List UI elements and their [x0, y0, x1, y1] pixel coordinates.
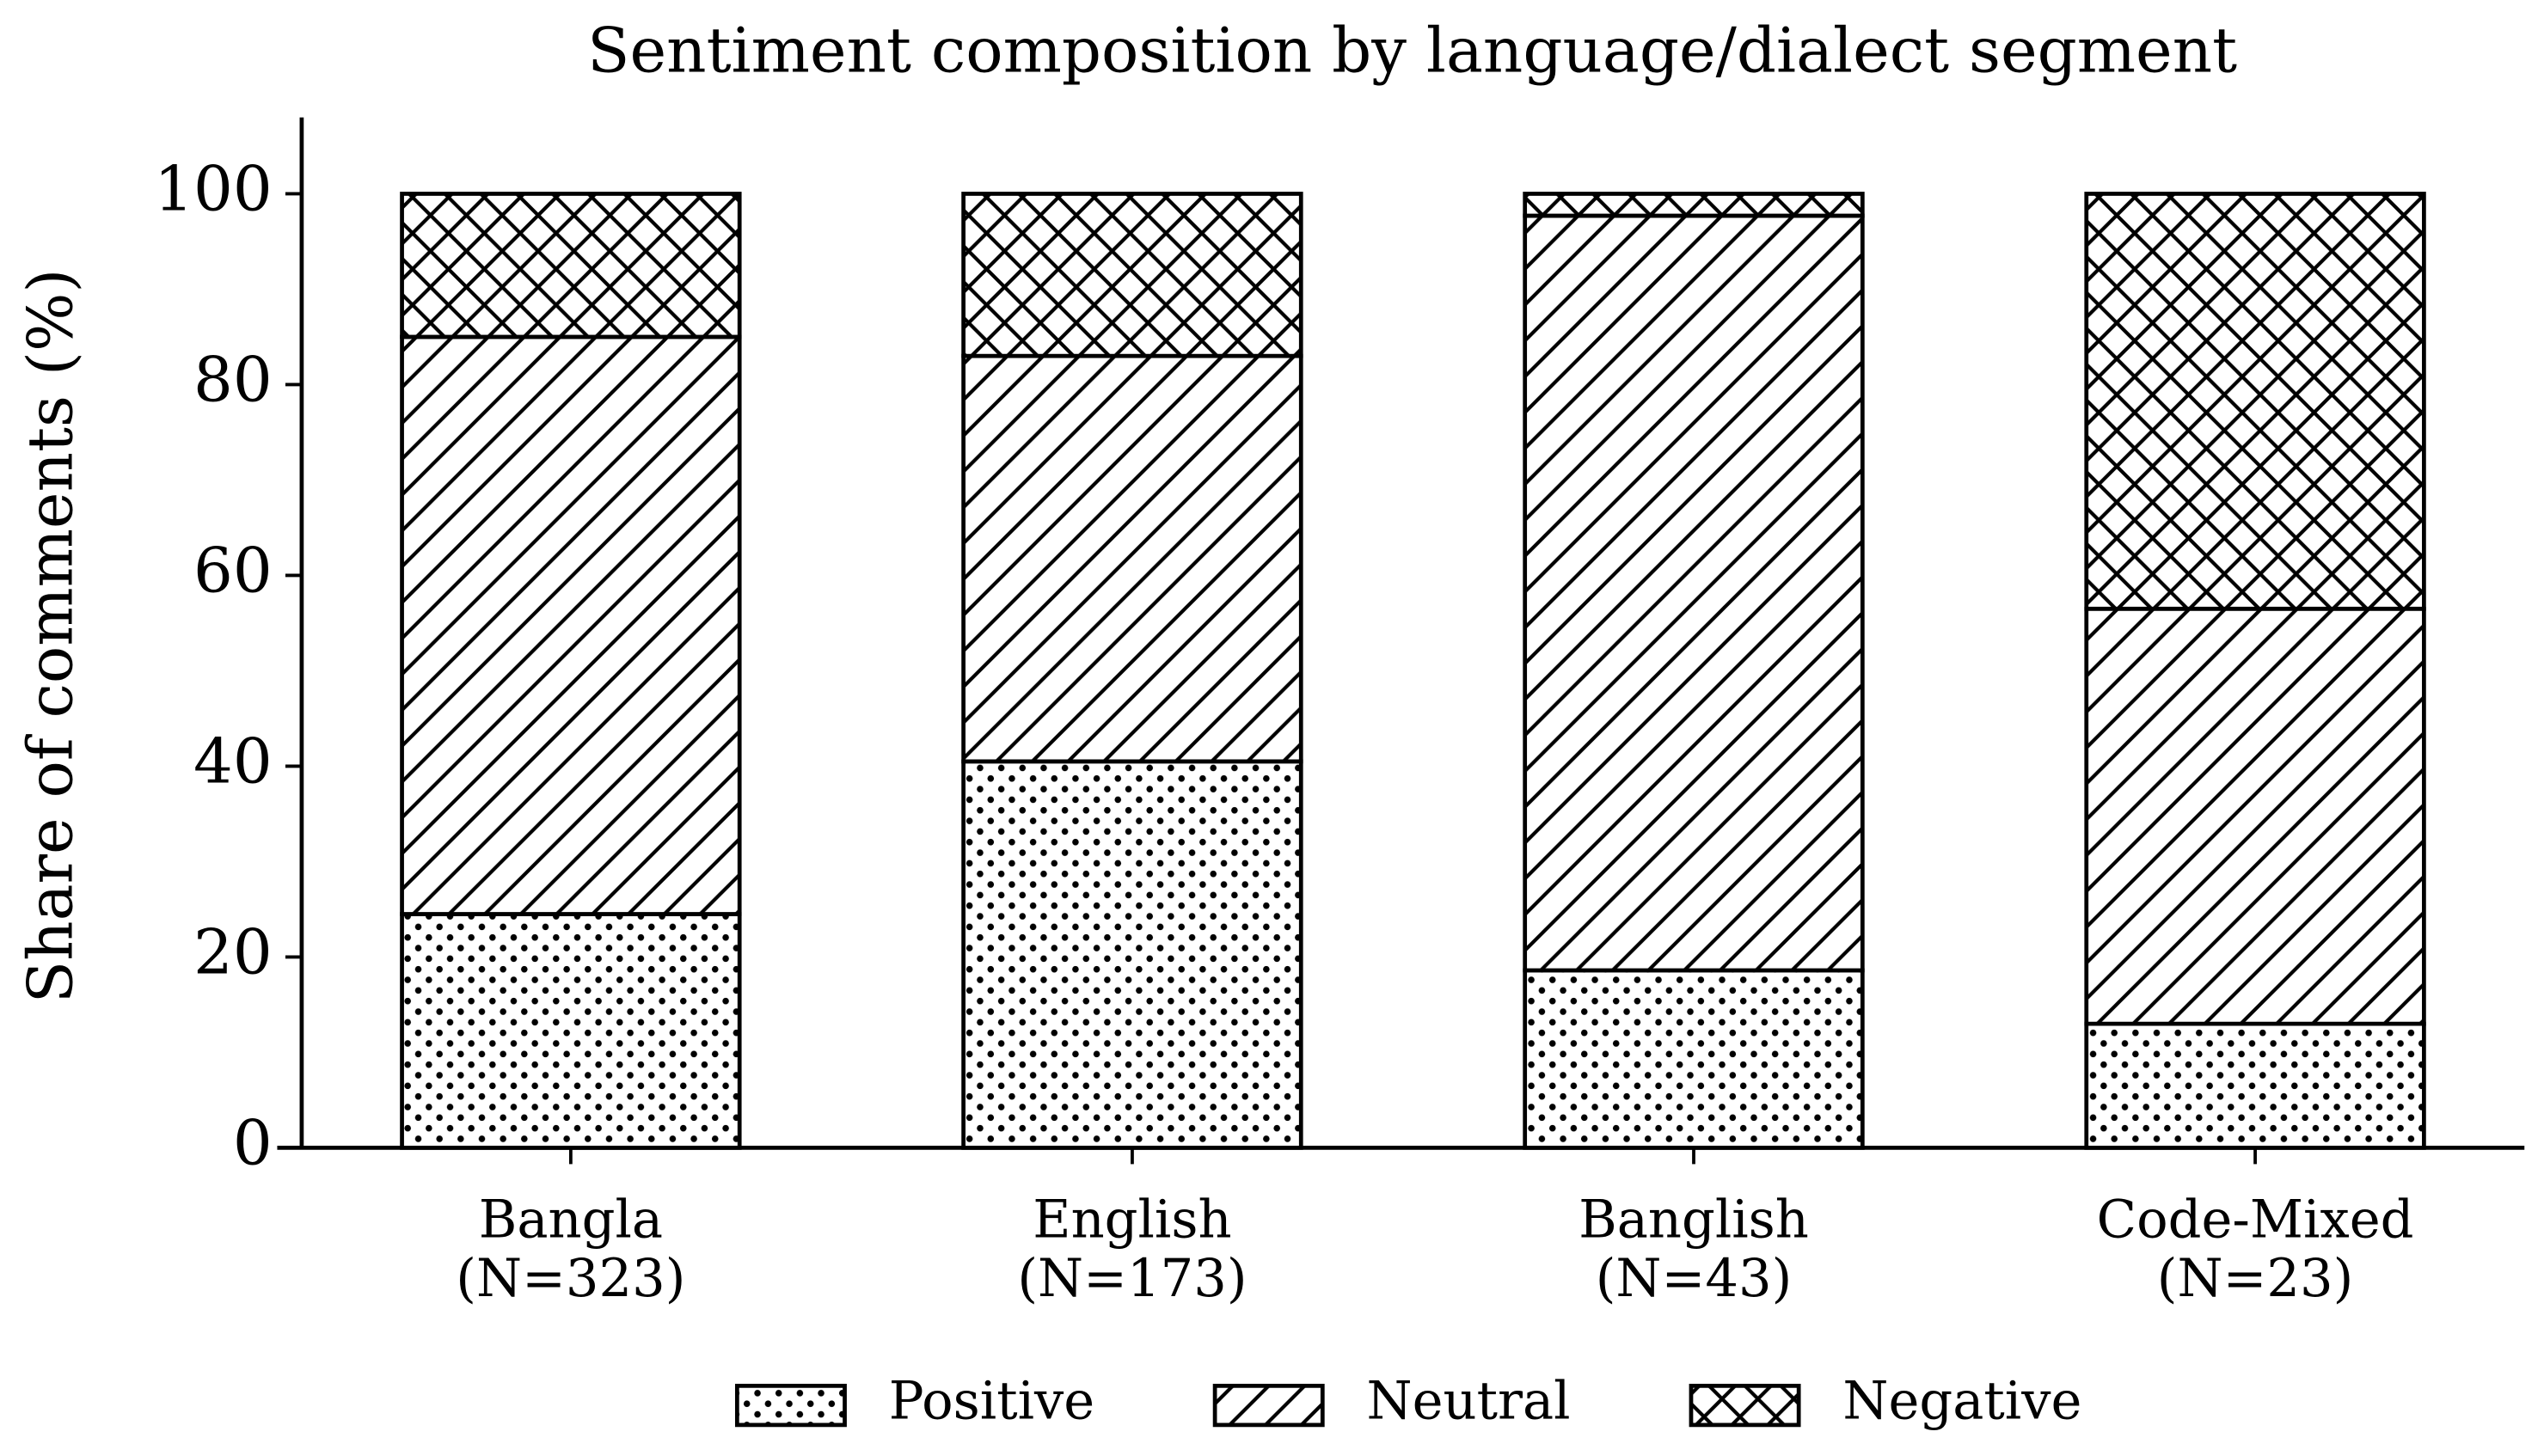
y-tick-label: 60: [193, 534, 273, 606]
legend-label: Neutral: [1367, 1372, 1571, 1432]
bar-segment: [2084, 606, 2426, 1026]
bar-segment: [961, 353, 1303, 764]
x-tick-label-box: Code-Mixed (N=23): [2096, 1190, 2414, 1310]
x-tick-label-box: Bangla (N=323): [456, 1190, 686, 1310]
legend-label: Negative: [1842, 1372, 2081, 1432]
y-tick-label: 0: [233, 1106, 273, 1178]
x-tick-label-box: Banglish (N=43): [1579, 1190, 1809, 1310]
y-tick-label: 40: [193, 725, 273, 797]
chart-title: Sentiment composition by language/dialec…: [587, 15, 2237, 87]
bar-segment: [1523, 213, 1865, 973]
bar-segment: [961, 759, 1303, 1150]
legend-swatch: [1689, 1383, 1801, 1428]
y-tick-label: 20: [193, 915, 273, 988]
legend-swatch: [734, 1383, 847, 1428]
x-tick-label: Banglish (N=43): [1579, 1190, 1809, 1310]
bar-segment: [1523, 968, 1865, 1150]
y-tick-label: 100: [154, 152, 273, 224]
bar-segment: [2084, 192, 2426, 611]
bar-segment: [961, 192, 1303, 358]
bar-segment: [2084, 1021, 2426, 1150]
legend-swatch: [1212, 1383, 1325, 1428]
x-tick-label: Code-Mixed (N=23): [2096, 1190, 2414, 1310]
x-tick-label: Bangla (N=323): [456, 1190, 686, 1310]
x-tick-label-box: English (N=173): [1017, 1190, 1247, 1310]
bar-segment: [400, 912, 742, 1150]
bar-segment: [400, 192, 742, 340]
x-tick-label: English (N=173): [1017, 1190, 1247, 1310]
y-axis-label: Share of comments (%): [14, 268, 86, 1003]
bar-segment: [400, 334, 742, 916]
y-tick-label: 80: [193, 343, 273, 415]
legend-label: Positive: [889, 1372, 1094, 1432]
bar-segment: [1523, 192, 1865, 218]
